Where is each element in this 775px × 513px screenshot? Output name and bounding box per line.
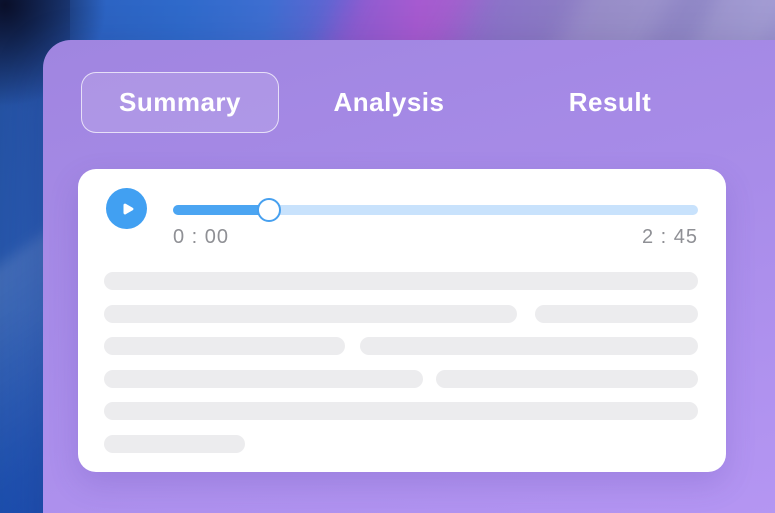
total-time: 2 : 45 — [641, 226, 698, 248]
skeleton-line — [104, 435, 245, 453]
tab-summary[interactable]: Summary — [81, 72, 279, 133]
skeleton-line — [104, 402, 698, 420]
transcript-skeleton — [104, 272, 698, 454]
skeleton-line — [535, 305, 698, 323]
play-button[interactable] — [106, 188, 147, 229]
skeleton-line — [436, 370, 698, 388]
skeleton-line — [104, 370, 423, 388]
skeleton-line — [360, 337, 698, 355]
skeleton-line — [104, 272, 698, 290]
progress-handle[interactable] — [257, 198, 282, 222]
progress-fill — [173, 205, 270, 215]
play-icon — [123, 203, 134, 214]
tab-analysis[interactable]: Analysis — [319, 72, 459, 133]
skeleton-line — [104, 337, 345, 355]
tab-result[interactable]: Result — [540, 72, 680, 133]
skeleton-line — [104, 305, 517, 323]
current-time: 0 : 00 — [173, 226, 230, 248]
transcription-panel: Summary Analysis Result 0 : 00 2 : 45 — [43, 40, 775, 513]
progress-track[interactable] — [173, 198, 698, 222]
summary-card: 0 : 00 2 : 45 — [78, 169, 726, 472]
